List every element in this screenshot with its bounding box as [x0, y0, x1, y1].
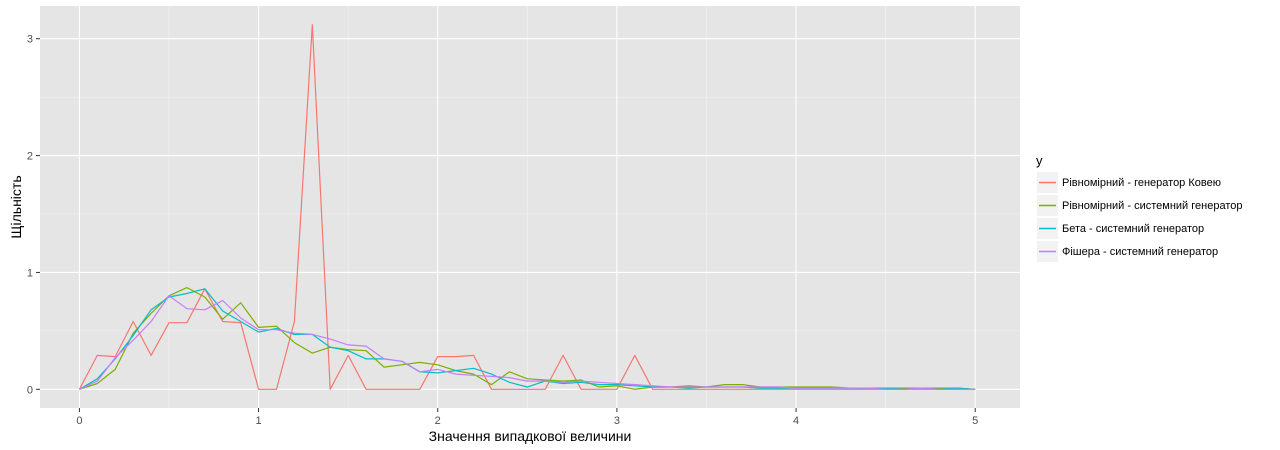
y-tick-label: 3 [27, 34, 33, 46]
legend-item: Фішера - системний генератор [1037, 241, 1218, 262]
y-axis: 0 1 2 3 [27, 34, 40, 396]
x-tick-label: 2 [435, 415, 441, 427]
y-tick-label: 1 [27, 267, 33, 279]
legend-label: Рівномірний - генератор Ковею [1062, 177, 1221, 189]
plot-panel [40, 6, 1020, 408]
x-tick-label: 3 [614, 415, 620, 427]
y-tick-label: 2 [27, 151, 33, 163]
y-tick-label: 0 [27, 384, 33, 396]
x-tick-label: 5 [972, 415, 978, 427]
legend-label: Рівномірний - системний генератор [1062, 200, 1242, 212]
minor-gridlines [40, 6, 1020, 408]
series-line-1 [78, 24, 976, 390]
legend-item: Рівномірний - генератор Ковею [1037, 172, 1221, 193]
x-axis-title: Значення випадкової величини [429, 428, 632, 444]
x-axis: 0 1 2 3 4 5 [76, 408, 978, 427]
y-axis-title: Щільність [8, 175, 24, 238]
x-tick-label: 4 [793, 415, 799, 427]
series-line-4 [79, 295, 976, 390]
legend-label: Фішера - системний генератор [1062, 246, 1218, 258]
legend-item: Рівномірний - системний генератор [1037, 195, 1242, 216]
series-lines [78, 24, 976, 390]
legend: y Рівномірний - генератор Ковею Рівномірн… [1036, 153, 1242, 262]
legend-item: Бета - системний генератор [1037, 218, 1204, 239]
legend-label: Бета - системний генератор [1062, 223, 1204, 235]
x-tick-label: 1 [256, 415, 262, 427]
series-line-2 [79, 287, 976, 390]
x-tick-label: 0 [76, 415, 82, 427]
legend-title: y [1036, 153, 1043, 168]
